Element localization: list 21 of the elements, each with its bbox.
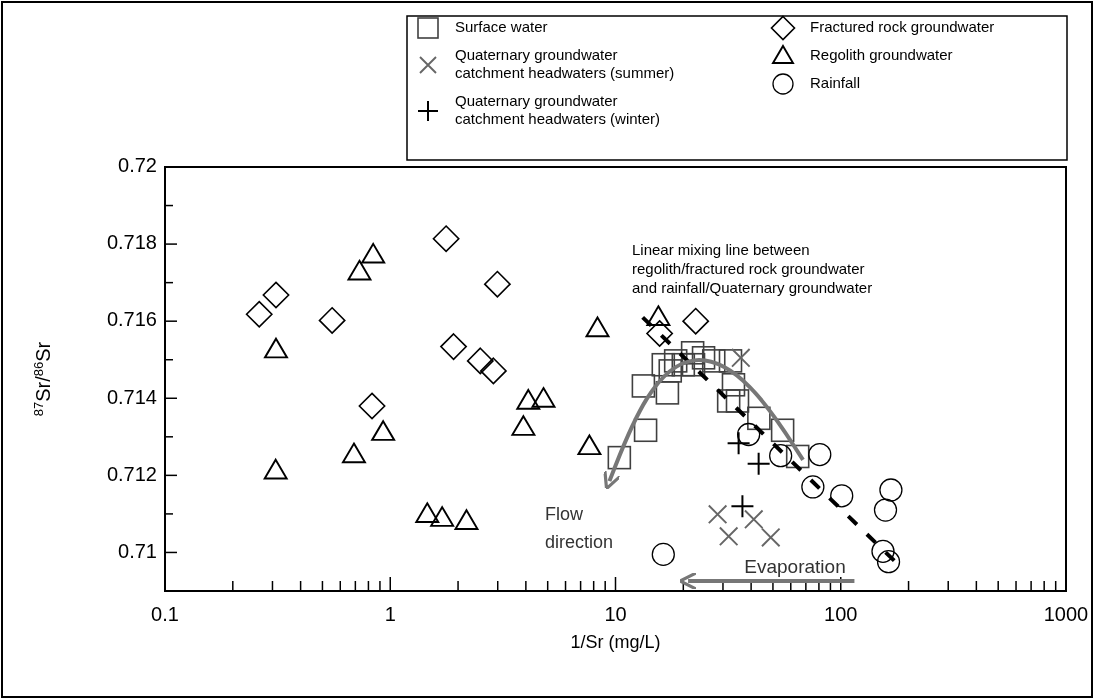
x-tick-label: 1000 (1043, 603, 1089, 625)
x-axis-title: 1/Sr (mg/L) (570, 632, 661, 652)
legend-label: Surface water (455, 17, 548, 35)
annotation: Flow direction (545, 504, 614, 552)
annotation: Evaporation (744, 556, 846, 577)
y-tick-label: 0.718 (106, 231, 157, 254)
legend-label: Quaternary groundwater catchment headwaters (winter) (455, 91, 661, 127)
y-tick-label: 0.712 (106, 462, 157, 485)
annotation: Linear mixing line between regolith/fractured rock groundwater and rainfall/Quaternary groundwater (632, 241, 873, 296)
legend-label: Regolith groundwater (810, 45, 953, 63)
y-tick-label: 0.72 (118, 154, 157, 177)
y-tick-label: 0.71 (118, 539, 157, 562)
x-tick-label: 0.1 (151, 603, 179, 625)
y-tick-label: 0.714 (106, 385, 157, 408)
x-tick-label: 1 (384, 603, 396, 625)
x-tick-label: 100 (824, 603, 858, 625)
legend-label: Fractured rock groundwater (810, 17, 995, 35)
y-tick-label: 0.716 (106, 308, 157, 331)
legend-label: Quaternary groundwater catchment headwaters (summer) (455, 45, 675, 81)
x-tick-label: 10 (604, 603, 627, 625)
legend-label: Rainfall (810, 73, 861, 91)
